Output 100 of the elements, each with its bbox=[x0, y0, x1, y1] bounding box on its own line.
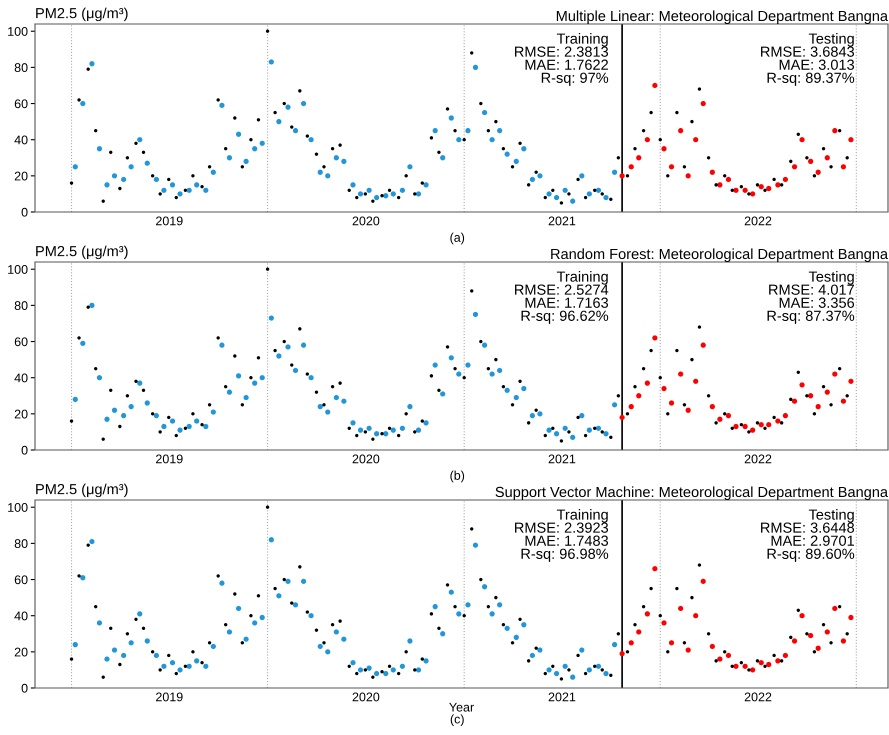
point bbox=[848, 137, 854, 142]
point bbox=[832, 606, 838, 612]
point bbox=[782, 413, 788, 418]
x-tick-label: 2019 bbox=[156, 216, 183, 226]
point bbox=[742, 664, 748, 669]
point bbox=[758, 660, 764, 666]
point bbox=[661, 620, 667, 626]
point bbox=[808, 158, 814, 164]
chart-title: Multiple Linear: Meteorological Department Bangna bbox=[556, 10, 888, 24]
point bbox=[848, 378, 854, 384]
annotation: Testing RMSE: 4.017 MAE: 3.356 R-sq: 87.37% bbox=[768, 271, 854, 324]
point bbox=[686, 408, 691, 413]
point bbox=[766, 422, 772, 428]
point bbox=[710, 644, 715, 650]
point bbox=[824, 629, 830, 635]
point bbox=[742, 188, 748, 193]
y-tick-label: 40 bbox=[14, 135, 28, 144]
point bbox=[816, 646, 821, 651]
point bbox=[750, 667, 756, 673]
y-tick-label: 20 bbox=[14, 410, 28, 418]
y-tick-label: 0 bbox=[22, 684, 28, 693]
annotation: Training RMSE: 2.5274 MAE: 1.7163 R-sq: 96.62% bbox=[515, 271, 608, 324]
point bbox=[636, 155, 642, 160]
point bbox=[808, 393, 814, 398]
y-tick-label: 60 bbox=[14, 575, 28, 584]
x-tick-label: 2021 bbox=[548, 216, 576, 226]
point bbox=[766, 662, 772, 668]
point bbox=[808, 632, 814, 638]
point bbox=[652, 335, 658, 341]
text: (c) bbox=[450, 714, 464, 726]
point bbox=[668, 164, 674, 170]
point bbox=[733, 424, 739, 430]
point bbox=[792, 638, 798, 644]
x-tick-label: 2021 bbox=[548, 454, 576, 464]
point bbox=[661, 146, 667, 152]
y-tick-label: 60 bbox=[14, 337, 28, 346]
x-tick-label: 2021 bbox=[548, 692, 576, 702]
x-tick-label: 2019 bbox=[156, 692, 183, 702]
point bbox=[766, 186, 772, 192]
point bbox=[799, 137, 805, 142]
point bbox=[678, 606, 684, 612]
point bbox=[758, 184, 764, 190]
point bbox=[693, 378, 698, 384]
point bbox=[775, 182, 780, 188]
point bbox=[782, 176, 788, 182]
point bbox=[816, 170, 821, 175]
point bbox=[726, 652, 732, 658]
point bbox=[816, 404, 821, 410]
point bbox=[668, 640, 674, 646]
point bbox=[792, 398, 798, 404]
chart-title: Support Vector Machine: Meteorological Department Bangna bbox=[496, 486, 888, 500]
point bbox=[652, 566, 658, 572]
point bbox=[832, 128, 838, 134]
chart-title: Random Forest: Meteorological Department Bangna bbox=[551, 248, 888, 262]
point bbox=[710, 170, 715, 175]
text: (a) bbox=[450, 232, 464, 244]
point bbox=[636, 629, 642, 635]
point bbox=[693, 137, 698, 142]
point bbox=[840, 638, 846, 644]
y-tick-label: 40 bbox=[14, 373, 28, 382]
point bbox=[750, 428, 756, 433]
x-tick-label: 2022 bbox=[744, 454, 772, 464]
point bbox=[824, 390, 830, 395]
point bbox=[824, 155, 830, 160]
point bbox=[628, 640, 634, 646]
point bbox=[750, 191, 756, 197]
point bbox=[832, 371, 838, 377]
point bbox=[661, 386, 667, 392]
point bbox=[620, 414, 625, 420]
point bbox=[733, 188, 739, 193]
point bbox=[678, 128, 684, 134]
x-tick-label: 2019 bbox=[156, 454, 183, 464]
point bbox=[628, 404, 634, 410]
y-tick-label: 40 bbox=[14, 611, 28, 620]
point bbox=[742, 424, 748, 430]
point bbox=[678, 371, 684, 377]
point bbox=[710, 404, 715, 410]
x-tick-label: 2022 bbox=[744, 692, 772, 702]
point bbox=[644, 137, 650, 142]
point bbox=[700, 100, 706, 106]
point bbox=[792, 164, 798, 170]
point bbox=[799, 382, 805, 388]
y-tick-label: 80 bbox=[14, 301, 28, 310]
y-tick-label: 80 bbox=[14, 63, 28, 72]
point bbox=[840, 164, 846, 170]
point bbox=[726, 176, 732, 182]
point bbox=[644, 380, 650, 386]
y-tick-label: 100 bbox=[8, 265, 28, 274]
point bbox=[733, 664, 739, 669]
point bbox=[620, 173, 625, 178]
x-tick-label: 2022 bbox=[744, 216, 772, 226]
y-tick-label: 60 bbox=[14, 99, 28, 108]
y-tick-label: 20 bbox=[14, 648, 28, 656]
annotation: Training RMSE: 2.3923 MAE: 1.7483 R-sq: 96.98% bbox=[515, 509, 608, 562]
annotation: Testing RMSE: 3.6843 MAE: 3.013 R-sq: 89.37% bbox=[761, 33, 854, 86]
point bbox=[668, 400, 674, 406]
point bbox=[620, 651, 625, 656]
point bbox=[840, 398, 846, 404]
y-tick-label: 0 bbox=[22, 446, 28, 455]
point bbox=[799, 613, 805, 618]
